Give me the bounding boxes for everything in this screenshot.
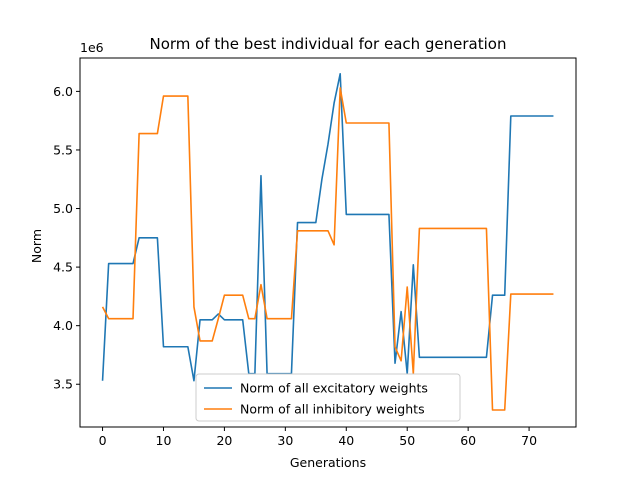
y-tick-label: 3.5 <box>53 377 73 392</box>
x-tick-label: 30 <box>277 433 293 448</box>
y-tick-label: 4.5 <box>53 260 73 275</box>
x-tick-label: 50 <box>399 433 415 448</box>
legend-box <box>195 373 461 422</box>
x-axis-label: Generations <box>290 455 366 470</box>
y-axis-offset-label: 1e6 <box>80 40 104 55</box>
legend-label: Norm of all inhibitory weights <box>240 402 425 417</box>
series-line-1 <box>101 87 554 411</box>
y-tick-label: 5.5 <box>53 142 73 157</box>
axes-frame <box>79 57 577 428</box>
y-tick-label: 4.0 <box>53 318 73 333</box>
y-tick-label: 6.0 <box>53 84 73 99</box>
plot-area <box>79 57 577 428</box>
x-axis-ticks: 0 10 20 30 40 50 60 70 <box>99 427 537 448</box>
y-axis-label: Norm <box>29 229 44 263</box>
x-tick-label: 60 <box>460 433 476 448</box>
x-tick-label: 10 <box>156 433 172 448</box>
x-tick-label: 70 <box>521 433 537 448</box>
y-axis-ticks: 3.5 4.0 4.5 5.0 5.5 6.0 <box>53 84 80 392</box>
x-tick-label: 0 <box>99 433 107 448</box>
y-tick-label: 5.0 <box>53 201 73 216</box>
plot-background <box>80 58 576 427</box>
legend-label: Norm of all excitatory weights <box>240 381 428 396</box>
x-tick-label: 40 <box>338 433 354 448</box>
x-tick-label: 20 <box>216 433 232 448</box>
chart-title: Norm of the best individual for each gen… <box>150 35 507 53</box>
series-line-0 <box>101 73 554 382</box>
legend: Norm of all excitatory weights Norm of al… <box>195 373 461 422</box>
